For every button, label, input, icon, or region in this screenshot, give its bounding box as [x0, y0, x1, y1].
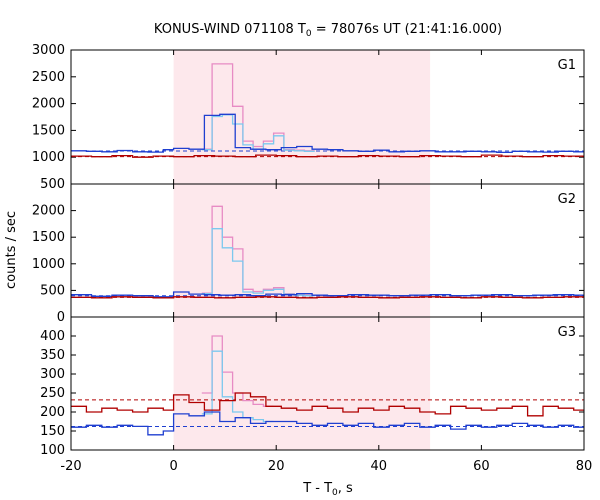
- x-axis-label: T - T0, s: [302, 481, 353, 498]
- series-darkred: [71, 392, 584, 417]
- y-tick-label: 0: [57, 310, 65, 325]
- chart-title-prefix: KONUS-WIND 071108 T: [154, 22, 306, 37]
- x-axis: -20 0 20 40 60 80: [60, 459, 592, 474]
- chart-title-subscript: 0: [306, 29, 312, 39]
- y-tick-label: 2500: [32, 70, 65, 85]
- y-tick-label: 1000: [32, 150, 65, 165]
- panel-label: G3: [558, 325, 576, 340]
- y-tick-label: 500: [40, 177, 65, 192]
- y-tick-label: 1000: [32, 257, 65, 272]
- y-tick-label: 350: [40, 348, 65, 363]
- panel-label: G1: [558, 58, 576, 73]
- panel-g3: 100 150 200 250 300 350 400 G3: [40, 316, 585, 458]
- series-darkred: [71, 154, 584, 158]
- y-axis-label: counts / sec: [4, 211, 19, 289]
- panel-label: G2: [558, 192, 576, 207]
- x-tick-label: 20: [268, 459, 285, 474]
- x-tick-label: 40: [371, 459, 388, 474]
- x-axis-label-suffix: , s: [338, 481, 353, 496]
- y-tick-label: 500: [40, 283, 65, 298]
- x-tick-label: 0: [169, 459, 177, 474]
- y-tick-label: 200: [40, 405, 65, 420]
- y-tick-label: 2000: [32, 97, 65, 112]
- x-tick-label: -20: [60, 459, 81, 474]
- x-axis-label-subscript: 0: [332, 488, 338, 498]
- y-tick-label: 2000: [32, 204, 65, 219]
- x-axis-label-prefix: T - T: [302, 481, 332, 496]
- panel-g1: 500 1000 1500 2000 2500 3000 G1: [32, 43, 585, 192]
- x-tick-label: 60: [473, 459, 490, 474]
- y-tick-label: 150: [40, 424, 65, 439]
- y-tick-label: 1500: [32, 123, 65, 138]
- series-blue: [71, 411, 584, 436]
- y-tick-label: 250: [40, 386, 65, 401]
- y-tick-label: 100: [40, 443, 65, 458]
- y-tick-label: 400: [40, 329, 65, 344]
- chart-title: KONUS-WIND 071108 T0 = 78076s UT (21:41:…: [154, 22, 502, 39]
- series-darkred: [71, 296, 584, 299]
- chart-title-suffix: = 78076s UT (21:41:16.000): [312, 22, 502, 37]
- y-tick-label: 1500: [32, 230, 65, 245]
- x-tick-label: 80: [576, 459, 593, 474]
- series-blue: [71, 291, 584, 298]
- panel-frame: [70, 316, 585, 451]
- panels-group: 500 1000 1500 2000 2500 3000 G1 0 500 1000 1500 200…: [32, 43, 585, 458]
- panel-g2: 0 500 1000 1500 2000 G2: [32, 183, 585, 325]
- series-blue: [71, 113, 584, 154]
- y-tick-label: 300: [40, 367, 65, 382]
- y-tick-label: 3000: [32, 43, 65, 58]
- series-lightblue: [201, 350, 274, 423]
